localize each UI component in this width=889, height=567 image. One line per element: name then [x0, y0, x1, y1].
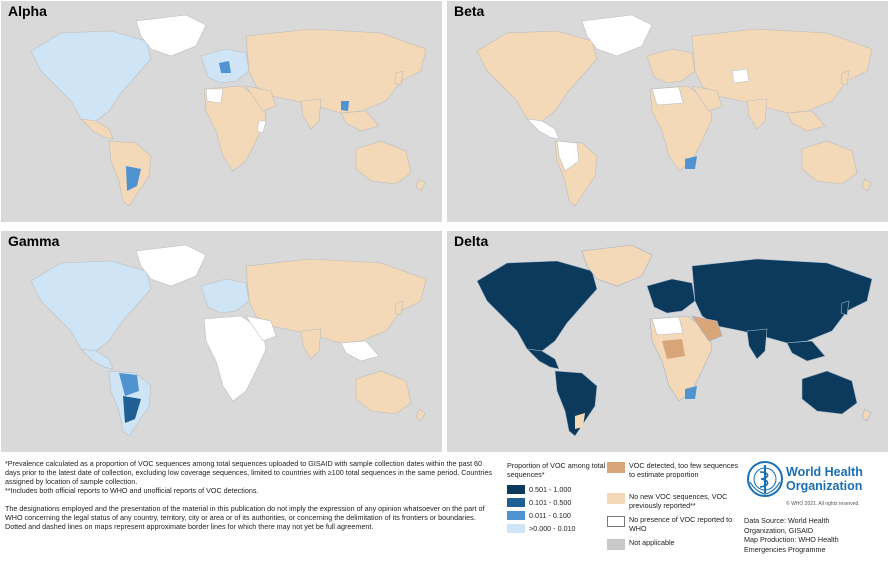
region-sahara: [651, 86, 684, 106]
who-emblem-icon: [747, 461, 783, 497]
region-italy: [219, 61, 231, 73]
world-map-gamma: [30, 244, 427, 437]
region-australia: [355, 140, 412, 185]
region-central-america: [80, 118, 114, 140]
region-central-asia: [731, 68, 750, 84]
region-southern-cone: [575, 413, 585, 429]
region-east-africa: [256, 120, 267, 134]
map-panel-alpha: Alpha: [1, 1, 442, 222]
legend-item-not-applicable: Not applicable: [607, 538, 742, 550]
region-south-africa: [685, 156, 697, 169]
map-panel-delta: Delta: [447, 231, 888, 452]
legend-swatch: [507, 498, 525, 507]
map-panel-gamma: Gamma: [1, 231, 442, 452]
who-source: Data Source: World Health Organization, …: [744, 516, 839, 554]
legend-item-no-presence: No presence of VOC reported to WHO: [607, 515, 742, 535]
region-argentina: [123, 396, 141, 423]
region-north-africa: [205, 88, 224, 104]
who-name: World Health Organization: [786, 465, 863, 493]
panel-title-delta: Delta: [454, 233, 489, 249]
world-map-alpha: [30, 14, 427, 207]
legend-swatch: [507, 524, 525, 533]
region-philippines: [341, 101, 349, 111]
region-brazil-north: [119, 373, 139, 396]
panel-title-beta: Beta: [454, 3, 485, 19]
world-map-delta: [476, 244, 873, 437]
world-map-beta: [476, 14, 873, 207]
panel-title-gamma: Gamma: [8, 233, 60, 249]
legend-item-too-few: VOC detected, too few sequences to estim…: [607, 461, 742, 491]
region-sahara: [651, 316, 684, 336]
legend-swatch: [607, 516, 625, 527]
legend-swatch: [607, 493, 625, 504]
legend-swatch: [607, 462, 625, 473]
legend-title: Proportion of VOC among total sequences*: [507, 461, 606, 479]
region-andean: [556, 140, 580, 172]
who-copyright: © WHO 2021. All rights reserved.: [786, 501, 860, 507]
legend-swatch: [607, 539, 625, 550]
map-panel-beta: Beta: [447, 1, 888, 222]
who-logo: World Health Organization: [744, 459, 884, 499]
footnote-prevalence: *Prevalence calculated as a proportion o…: [5, 459, 492, 486]
panel-title-alpha: Alpha: [8, 3, 47, 19]
footnote-reports: **Includes both official reports to WHO …: [5, 486, 259, 495]
region-southeast-asia: [340, 110, 380, 132]
legend-item-previously-reported: No new VOC sequences, VOC previously rep…: [607, 492, 742, 512]
region-new-zealand: [415, 178, 426, 192]
region-japan: [394, 70, 404, 86]
region-south-africa: [685, 386, 697, 399]
disclaimer: The designations employed and the presen…: [5, 504, 485, 531]
region-south-asia: [300, 98, 322, 130]
region-central-africa: [662, 339, 685, 359]
region-argentina: [126, 166, 141, 191]
legend-swatch: [507, 485, 525, 494]
legend-swatch: [507, 511, 525, 520]
region-north-america: [30, 30, 152, 122]
footnotes: *Prevalence calculated as a proportion o…: [5, 459, 495, 531]
